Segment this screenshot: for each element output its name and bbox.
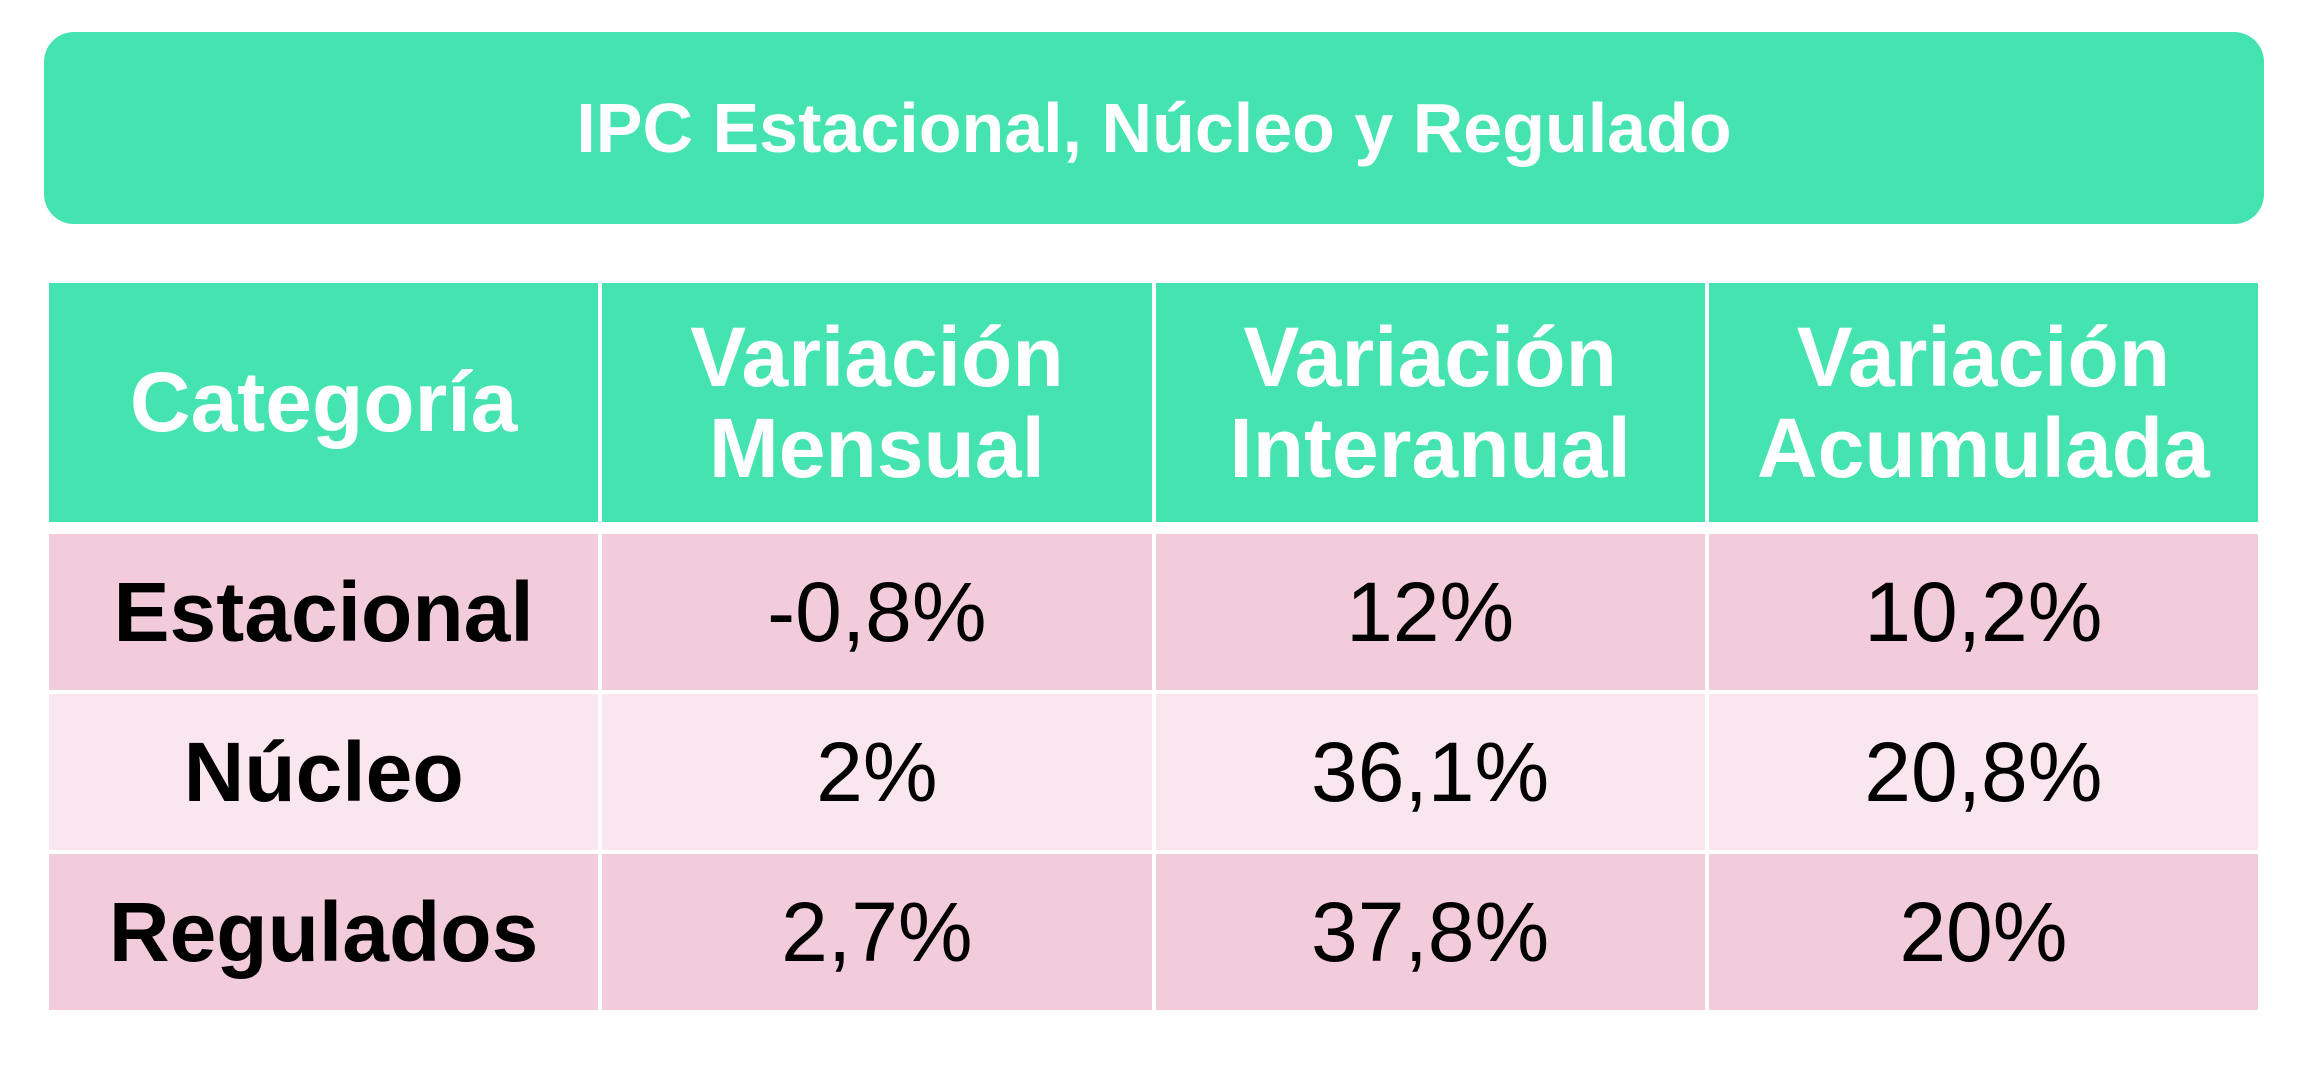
header-categoria: Categoría [49,283,599,522]
row-interanual: 12% [1155,534,1705,690]
title-banner: IPC Estacional, Núcleo y Regulado [44,32,2264,224]
row-mensual: 2,7% [602,854,1152,1010]
row-mensual: 2% [602,694,1152,850]
row-mensual: -0,8% [602,534,1152,690]
row-interanual: 37,8% [1155,854,1705,1010]
row-interanual: 36,1% [1155,694,1705,850]
ipc-table: Categoría Variación Mensual Variación In… [49,283,2258,1014]
header-interanual: Variación Interanual [1155,283,1705,522]
header-mensual: Variación Mensual [602,283,1152,522]
header-acumulada: Variación Acumulada [1708,283,2258,522]
row-categoria: Núcleo [49,694,599,850]
row-acumulada: 20% [1708,854,2258,1010]
row-categoria: Estacional [49,534,599,690]
row-acumulada: 20,8% [1708,694,2258,850]
row-categoria: Regulados [49,854,599,1010]
page-title: IPC Estacional, Núcleo y Regulado [576,89,1732,167]
row-acumulada: 10,2% [1708,534,2258,690]
